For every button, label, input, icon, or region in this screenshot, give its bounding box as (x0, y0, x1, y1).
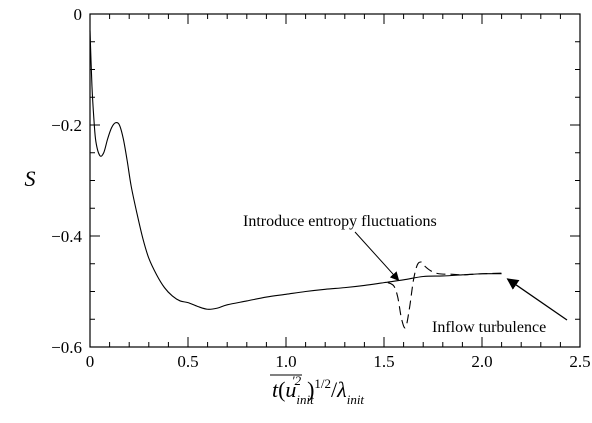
annotation-entropy-arrow (354, 231, 400, 281)
series-line-dashed (387, 261, 502, 329)
plot-frame (89, 13, 581, 348)
tick-marks (89, 13, 581, 348)
x-axis-label: t(uinit′2)1/2/λinit (272, 373, 364, 407)
annotation-entropy: Introduce entropy fluctuations (243, 213, 437, 230)
x-tick-label: 1.0 (275, 352, 296, 371)
annotations: Introduce entropy fluctuations Inflow tu… (243, 213, 568, 336)
x-tick-label: 2.5 (569, 352, 590, 371)
x-tick-label: 1.5 (373, 352, 394, 371)
x-tick-label: 0.5 (177, 352, 198, 371)
y-tick-label: −0.4 (51, 227, 82, 246)
series-line-solid (89, 30, 502, 310)
series-layer (89, 30, 502, 329)
y-tick-label: −0.6 (51, 338, 82, 357)
y-tick-label: 0 (74, 5, 83, 24)
y-tick-labels: −0.6 −0.4 −0.2 0 (51, 5, 82, 357)
x-tick-label: 2.0 (471, 352, 492, 371)
y-axis-label: S (25, 166, 36, 191)
annotation-inflow-arrow (506, 278, 568, 321)
x-tick-labels: 0 0.5 1.0 1.5 2.0 2.5 (86, 352, 591, 371)
y-tick-label: −0.2 (51, 116, 82, 135)
annotation-inflow: Inflow turbulence (432, 319, 546, 336)
x-tick-label: 0 (86, 352, 95, 371)
